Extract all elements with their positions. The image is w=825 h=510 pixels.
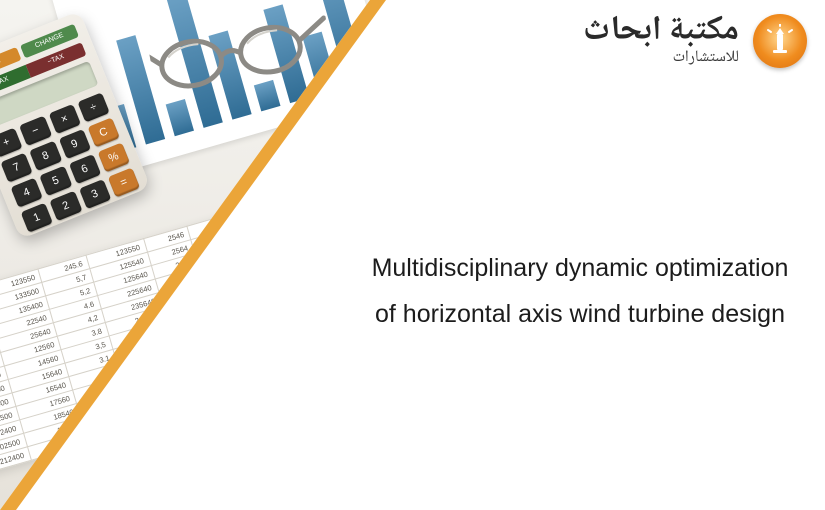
chart-bar [254, 80, 281, 111]
table-cell: 7142 [321, 321, 369, 347]
table-cell: 315640 [132, 400, 193, 430]
calc-key: − [19, 116, 52, 146]
table-cell: 7312 [325, 334, 373, 360]
table-cell: 3542 [178, 347, 226, 373]
table-cell: 4412 [230, 362, 278, 388]
table-cell: 42547 [243, 239, 298, 267]
calc-key: 6 [68, 154, 101, 184]
brand-logo: مكتبة ابحاث للاستشارات [583, 14, 807, 68]
table-cell: 41547 [235, 212, 290, 240]
table-cell: 295640 [124, 373, 185, 403]
calc-key: 7 [0, 152, 33, 182]
table-cell: 3654 [182, 361, 230, 387]
calc-key: 9 [58, 129, 91, 159]
table-cell: 43154 [247, 253, 302, 281]
table-cell: 4254 [226, 348, 274, 374]
table-cell: 44547 [258, 293, 313, 321]
table-cell: 46547 [274, 347, 329, 375]
table-cell: 7012 [317, 307, 365, 333]
calc-key: = [108, 167, 141, 197]
table-cell: 6842 [313, 294, 361, 320]
calc-key: ÷ [77, 92, 110, 122]
calc-key: + [0, 127, 23, 157]
table-cell: 42154 [239, 226, 294, 254]
table-cell: 4521 [234, 375, 282, 401]
calc-key: % [97, 142, 130, 172]
table-cell: 3846 [190, 388, 238, 414]
table-cell: 1,8 [85, 417, 136, 444]
calc-key: 5 [39, 166, 72, 196]
table-cell: 3412 [174, 334, 222, 360]
table-cell: 46154 [270, 334, 325, 362]
calc-key: 3 [79, 179, 112, 209]
table-cell: 4124 [222, 335, 270, 361]
table-cell: 45547 [266, 320, 321, 348]
table-cell: 7442 [328, 348, 376, 374]
brand-logo-text: مكتبة ابحاث للاستشارات [583, 15, 739, 67]
table-cell: 3712 [210, 294, 258, 320]
lighthouse-icon [763, 24, 797, 58]
table-cell: 3124 [166, 307, 214, 333]
table-cell: 5962 [290, 213, 338, 239]
table-cell: 41254 [231, 199, 286, 227]
table-cell: 47154 [278, 360, 333, 388]
table-cell: 5842 [286, 200, 334, 226]
table-cell: 3821 [214, 308, 262, 334]
table-cell: 6124 [294, 227, 342, 253]
table-cell: 44154 [255, 280, 310, 308]
table-cell: 3745 [186, 374, 234, 400]
table-cell: 43547 [251, 266, 306, 294]
page-title: Multidisciplinary dynamic optimization o… [365, 245, 795, 338]
calc-key: 4 [10, 178, 43, 208]
table-cell: 5642 [282, 186, 330, 212]
table-cell: 3954 [218, 321, 266, 347]
calc-key: 8 [29, 141, 62, 171]
table-cell: 305640 [128, 387, 189, 417]
table-cell: 3254 [170, 320, 218, 346]
table-cell: 6542 [305, 267, 353, 293]
table-cell: 3521 [203, 267, 251, 293]
table-cell: 3654 [207, 281, 255, 307]
table-cell: 3412 [199, 254, 247, 280]
table-cell: 6254 [298, 240, 346, 266]
table-cell: 6412 [301, 254, 349, 280]
calc-key: C [87, 117, 120, 147]
calc-key: 2 [50, 191, 83, 221]
calc-key: × [48, 104, 81, 134]
table-cell: 285640 [121, 360, 182, 390]
table-cell: 45154 [262, 307, 317, 335]
brand-logo-line1: مكتبة ابحاث [583, 15, 739, 49]
table-cell: 6712 [309, 280, 357, 306]
calc-key: 1 [21, 203, 54, 233]
chart-bar [166, 99, 194, 136]
brand-logo-badge [753, 14, 807, 68]
